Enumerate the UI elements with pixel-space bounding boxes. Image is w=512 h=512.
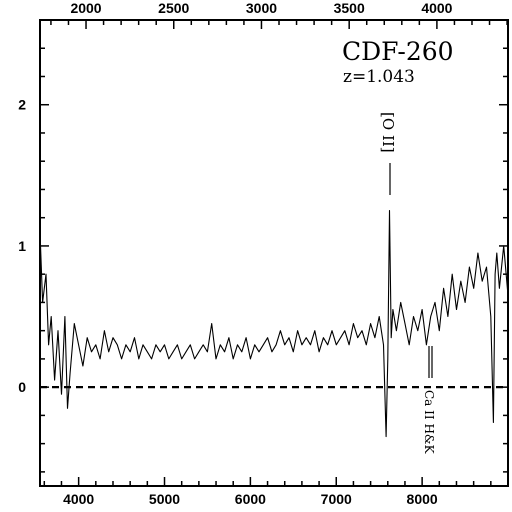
cahk-line-label: Ca II H&K [422,390,436,455]
top-tick-label: 3500 [334,0,365,16]
top-tick-label: 3000 [246,0,277,16]
plot-frame [39,19,509,487]
x-tick-label: 7000 [321,491,352,507]
top-tick-label: 2500 [158,0,189,16]
tick-labels: 4000 5000 6000 7000 8000 0 1 2 2000 2500 3000 3500 4… [18,0,452,507]
top-tick-label: 2000 [70,0,101,16]
x-tick-label: 5000 [149,491,180,507]
x-tick-label: 4000 [63,491,94,507]
y-tick-label: 2 [18,97,26,113]
spectrum-series-line [39,210,509,438]
tick-marks [40,19,509,486]
oii-line-label: [O II] [379,112,397,153]
x-tick-label: 6000 [235,491,266,507]
object-name-label: CDF-260 [342,37,454,66]
y-tick-label: 1 [18,238,26,254]
redshift-label: z=1.043 [343,67,415,87]
y-tick-label: 0 [18,379,26,395]
top-tick-label: 4000 [421,0,452,16]
x-tick-label: 8000 [407,491,438,507]
